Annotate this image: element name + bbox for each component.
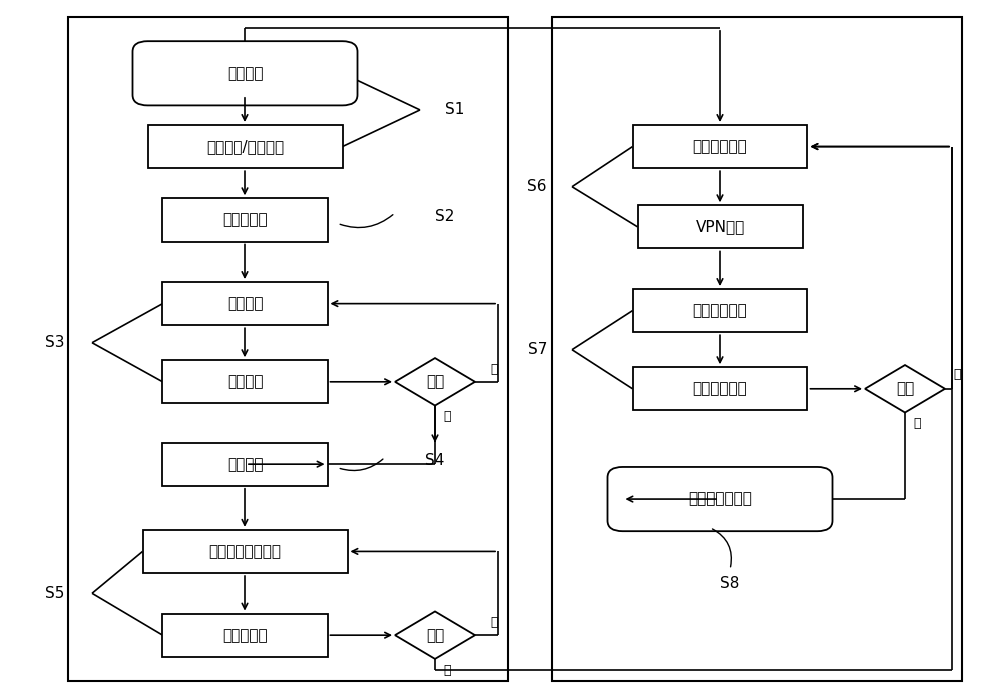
Text: 合格: 合格 xyxy=(426,628,444,643)
Text: S4: S4 xyxy=(425,453,444,468)
FancyBboxPatch shape xyxy=(162,282,328,325)
FancyBboxPatch shape xyxy=(638,205,802,248)
FancyBboxPatch shape xyxy=(633,125,807,168)
Text: S5: S5 xyxy=(45,586,64,601)
Text: 数据再核对: 数据再核对 xyxy=(222,628,268,643)
Polygon shape xyxy=(395,611,475,659)
Text: S8: S8 xyxy=(720,576,740,591)
Text: 数据传输终端调试: 数据传输终端调试 xyxy=(208,544,282,559)
FancyBboxPatch shape xyxy=(162,443,328,486)
FancyBboxPatch shape xyxy=(143,530,348,573)
Text: VPN配置: VPN配置 xyxy=(695,219,745,235)
Text: S2: S2 xyxy=(435,209,454,224)
Text: 是: 是 xyxy=(443,664,450,676)
Text: 否: 否 xyxy=(490,616,498,629)
Text: 否: 否 xyxy=(490,363,498,376)
Polygon shape xyxy=(395,358,475,406)
Polygon shape xyxy=(865,365,945,413)
Text: 传输通道配置: 传输通道配置 xyxy=(693,303,747,318)
Text: 隔离调试: 隔离调试 xyxy=(227,456,263,472)
FancyBboxPatch shape xyxy=(162,360,328,403)
Text: 主站入库与展示: 主站入库与展示 xyxy=(688,491,752,507)
Text: 数据最终核对: 数据最终核对 xyxy=(693,381,747,396)
Text: S6: S6 xyxy=(527,179,547,194)
Text: 设备安装: 设备安装 xyxy=(227,66,263,81)
Text: S1: S1 xyxy=(445,103,464,117)
FancyBboxPatch shape xyxy=(132,41,358,105)
Text: 合格: 合格 xyxy=(896,381,914,396)
Text: 建立数据模型: 建立数据模型 xyxy=(693,139,747,154)
Text: 合格: 合格 xyxy=(426,374,444,389)
Text: 通信调试: 通信调试 xyxy=(227,296,263,311)
Text: 是: 是 xyxy=(443,410,450,423)
Text: S7: S7 xyxy=(528,342,547,357)
Text: 通信线敷设: 通信线敷设 xyxy=(222,212,268,228)
FancyBboxPatch shape xyxy=(162,198,328,242)
Text: 数据核对: 数据核对 xyxy=(227,374,263,389)
FancyBboxPatch shape xyxy=(162,614,328,657)
FancyBboxPatch shape xyxy=(148,125,342,168)
FancyBboxPatch shape xyxy=(633,289,807,332)
Text: 否: 否 xyxy=(953,369,961,381)
FancyBboxPatch shape xyxy=(607,467,832,531)
Text: 通信点表/协议确认: 通信点表/协议确认 xyxy=(206,139,284,154)
Text: S3: S3 xyxy=(44,335,64,350)
Text: 是: 是 xyxy=(913,417,920,430)
FancyBboxPatch shape xyxy=(633,367,807,410)
